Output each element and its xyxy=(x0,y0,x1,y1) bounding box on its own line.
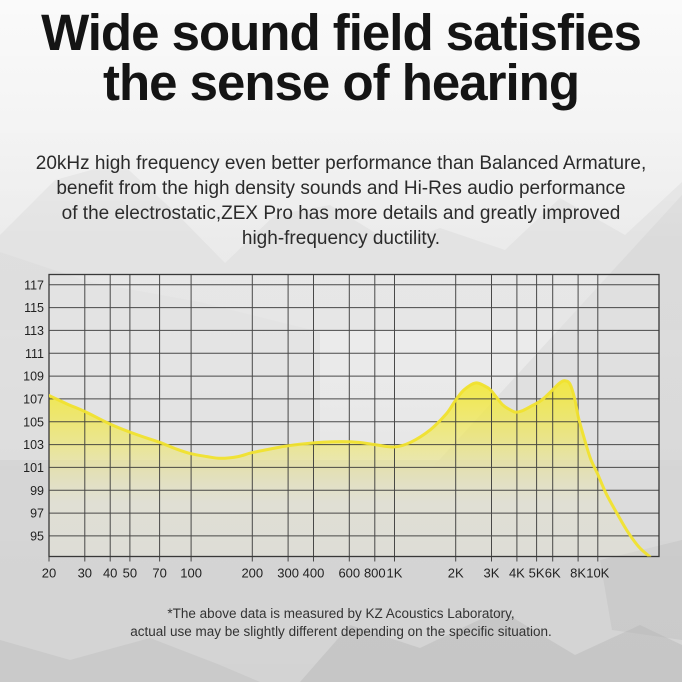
x-tick-label: 8K xyxy=(570,566,586,581)
x-tick-label: 70 xyxy=(152,566,166,581)
y-tick-label: 99 xyxy=(30,484,44,498)
y-tick-label: 107 xyxy=(23,392,44,406)
y-tick-label: 109 xyxy=(23,370,44,384)
x-tick-label: 50 xyxy=(123,566,137,581)
y-tick-label: 101 xyxy=(23,461,44,475)
x-tick-label: 6K xyxy=(545,566,561,581)
x-tick-label: 100 xyxy=(180,566,202,581)
y-tick-label: 103 xyxy=(23,438,44,452)
x-tick-label: 400 xyxy=(303,566,325,581)
x-tick-label: 200 xyxy=(241,566,263,581)
y-tick-label: 105 xyxy=(23,415,44,429)
axis-labels: 117 115 113 111 109 107 105 103 101 99 97 95 20 30 40 5… xyxy=(23,278,610,580)
y-tick-label: 117 xyxy=(24,278,44,292)
x-tick-label: 40 xyxy=(103,566,117,581)
x-tick-label: 2K xyxy=(448,566,464,581)
x-tick-label: 600 xyxy=(338,566,360,581)
x-tick-label: 30 xyxy=(78,566,92,581)
y-tick-label: 97 xyxy=(30,507,44,521)
x-tick-label: 20 xyxy=(42,566,56,581)
x-tick-label: 10K xyxy=(586,566,609,581)
chart-grid xyxy=(48,274,659,562)
y-tick-label: 115 xyxy=(24,301,44,315)
x-tick-label: 3K xyxy=(484,566,500,581)
plot-border xyxy=(48,273,660,558)
x-tick-label: 800 xyxy=(364,566,386,581)
description: 20kHz high frequency even better perform… xyxy=(35,153,647,249)
footnote: *The above data is measured by KZ Acoust… xyxy=(130,606,552,639)
x-tick-label: 1K xyxy=(387,566,403,581)
y-tick-label: 113 xyxy=(24,324,44,338)
headline: Wide sound field satisfies the sense of … xyxy=(41,4,642,111)
y-tick-label: 95 xyxy=(30,529,44,543)
x-tick-label: 300 xyxy=(277,566,299,581)
x-tick-label: 5K xyxy=(529,566,545,581)
x-tick-label: 4K xyxy=(509,566,525,581)
y-tick-label: 111 xyxy=(25,347,44,361)
response-curve xyxy=(49,379,652,557)
